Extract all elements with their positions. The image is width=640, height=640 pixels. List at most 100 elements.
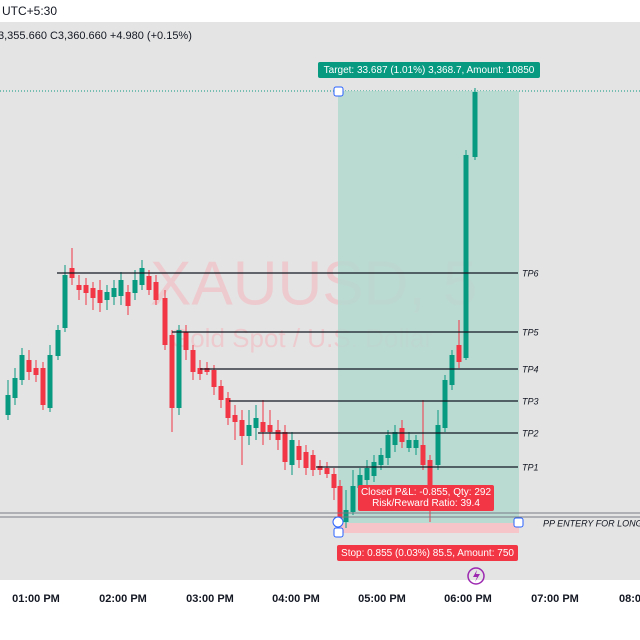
- tp-label: TP5: [522, 327, 540, 337]
- candle-body: [267, 425, 273, 432]
- candle-body: [26, 360, 32, 372]
- candle-body: [218, 386, 224, 400]
- candle-body: [357, 475, 363, 488]
- time-label: 02:00 PM: [99, 593, 147, 605]
- candle-body: [246, 425, 252, 436]
- candle-body: [90, 288, 96, 298]
- candle-body: [275, 430, 281, 440]
- candle-body: [232, 415, 238, 422]
- candle-body: [385, 435, 391, 458]
- time-label: 05:00 PM: [358, 593, 406, 605]
- event-icon[interactable]: [467, 567, 485, 585]
- candle-body: [19, 355, 25, 380]
- candle-body: [146, 276, 152, 290]
- candle-body: [169, 335, 175, 408]
- candle-body: [324, 468, 330, 474]
- candle-body: [392, 432, 398, 445]
- candle-body: [406, 440, 412, 448]
- candle-body: [371, 462, 377, 476]
- candle-body: [472, 92, 478, 157]
- candle-body: [111, 288, 117, 297]
- candle-body: [435, 425, 441, 465]
- candle-body: [310, 455, 316, 470]
- tp-label: TP2: [522, 428, 539, 438]
- event-bolt: [473, 570, 480, 582]
- candle-body: [343, 510, 349, 522]
- candle-body: [12, 378, 18, 398]
- closed-pnl: Closed P&L: -0.855, Qty: 292: [361, 487, 492, 498]
- target-label: Target: 33.687 (1.01%) 3,368.7, Amount: …: [324, 65, 535, 76]
- tp-label: TP3: [522, 396, 539, 406]
- candle-body: [364, 468, 370, 480]
- candle-body: [427, 460, 433, 485]
- candle-body: [225, 398, 231, 418]
- candle-body: [118, 280, 124, 296]
- handle[interactable]: [333, 527, 344, 538]
- time-label: 03:00 PM: [186, 593, 234, 605]
- handle[interactable]: [332, 516, 344, 528]
- candle-body: [260, 422, 266, 432]
- candle-body: [176, 330, 182, 408]
- time-label: 01:00 PM: [12, 593, 60, 605]
- candle-body: [55, 330, 61, 356]
- candle-body: [5, 395, 11, 415]
- candle-body: [296, 446, 302, 460]
- candle-body: [76, 285, 82, 290]
- candle-body: [125, 292, 131, 306]
- profit-zone: [338, 91, 519, 523]
- candles: [5, 88, 478, 528]
- tp-label: TP6: [522, 268, 539, 278]
- candle-body: [378, 455, 384, 465]
- ohlc: 3,355.660 C3,360.660 +4.980 (+0.15%): [0, 30, 192, 42]
- candle-body: [162, 298, 168, 345]
- time-label: 06:00 PM: [444, 593, 492, 605]
- candle-body: [463, 155, 469, 358]
- candle-body: [239, 420, 245, 436]
- candle-body: [253, 418, 259, 428]
- candle-body: [331, 474, 337, 488]
- candle-body: [420, 445, 426, 465]
- loss-zone: [338, 523, 519, 533]
- closed-box: [358, 485, 494, 511]
- candle-body: [153, 282, 159, 300]
- candle-body: [289, 440, 295, 465]
- candle-body: [62, 275, 68, 328]
- candle-body: [47, 355, 53, 408]
- tp-label: TP1: [522, 462, 539, 472]
- candle-body: [337, 486, 343, 520]
- entry-label: PP ENTERY FOR LONG: [543, 518, 640, 528]
- candle-body: [40, 368, 46, 405]
- time-label: 07:00 PM: [531, 593, 579, 605]
- candle-body: [204, 368, 210, 372]
- candle-body: [317, 466, 323, 470]
- candle-body: [442, 380, 448, 428]
- candle-body: [211, 370, 217, 387]
- candle-body: [190, 350, 196, 372]
- target-label-box: [318, 62, 540, 78]
- candle-body: [139, 268, 145, 285]
- candle-body: [183, 332, 189, 350]
- candle-body: [83, 285, 89, 293]
- risk-reward: Risk/Reward Ratio: 39.4: [372, 498, 480, 509]
- time-axis: 01:00 PM 02:00 PM 03:00 PM 04:00 PM 05:00 PM…: [12, 593, 640, 605]
- candle-body: [132, 280, 138, 293]
- time-label: 08:0: [619, 593, 640, 605]
- timezone: UTC+5:30: [2, 4, 57, 18]
- handle[interactable]: [513, 517, 524, 528]
- stop-label-box: [337, 545, 518, 561]
- tp-label: TP4: [522, 364, 539, 374]
- candle-body: [456, 345, 462, 362]
- levels: TP6 TP5 TP4 TP3 TP2 TP1: [57, 268, 540, 472]
- candle-body: [303, 452, 309, 468]
- candle-body: [350, 486, 356, 512]
- time-label: 04:00 PM: [272, 593, 320, 605]
- handle[interactable]: [333, 86, 344, 97]
- candle-body: [282, 432, 288, 462]
- candle-body: [449, 355, 455, 385]
- candle-body: [33, 368, 39, 375]
- candle-body: [413, 440, 419, 448]
- candle-body: [97, 290, 103, 303]
- candle-body: [197, 368, 203, 374]
- candle-body: [104, 292, 110, 300]
